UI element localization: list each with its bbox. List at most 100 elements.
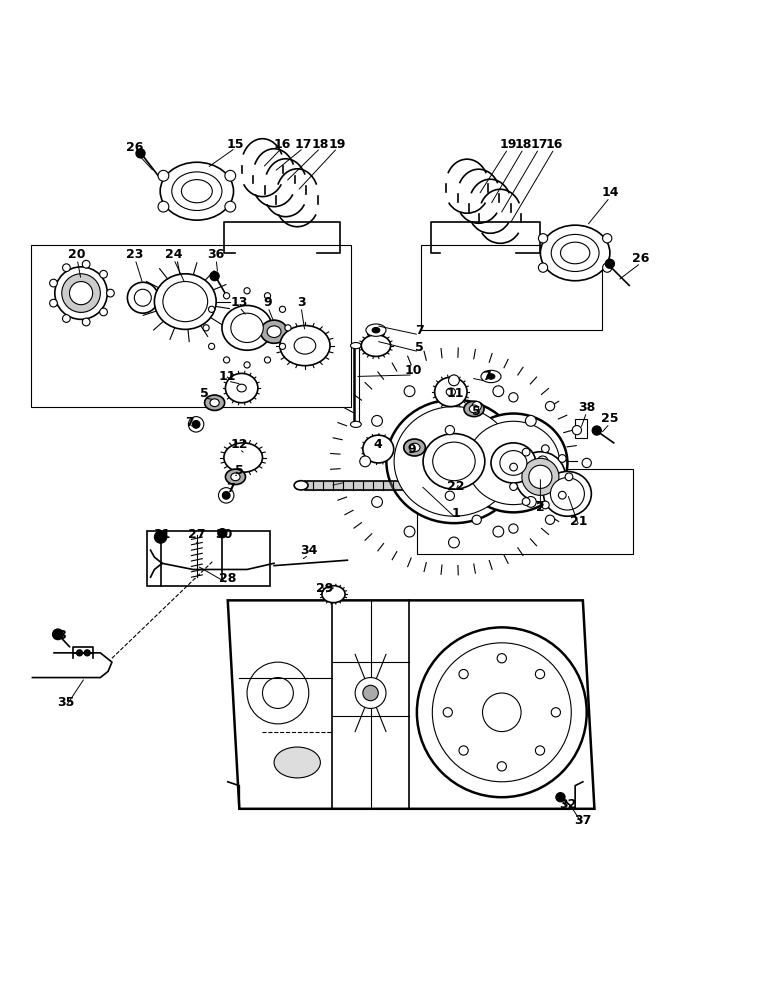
Text: 14: 14 (601, 186, 618, 199)
Circle shape (445, 426, 455, 435)
Text: 15: 15 (227, 138, 244, 151)
Ellipse shape (222, 305, 272, 350)
Circle shape (218, 488, 234, 503)
Text: 4: 4 (374, 438, 383, 451)
Ellipse shape (294, 337, 316, 354)
Text: 32: 32 (559, 798, 576, 811)
Text: 9: 9 (407, 443, 416, 456)
Text: 17: 17 (530, 138, 547, 151)
Ellipse shape (154, 274, 216, 329)
Ellipse shape (469, 405, 479, 413)
Text: 12: 12 (231, 438, 248, 451)
Circle shape (432, 643, 571, 782)
Text: 26: 26 (127, 141, 144, 154)
Polygon shape (421, 245, 602, 330)
Ellipse shape (372, 327, 380, 333)
Circle shape (285, 325, 291, 331)
Text: 7: 7 (482, 370, 491, 383)
Circle shape (405, 386, 415, 397)
Circle shape (100, 270, 107, 278)
Text: 7: 7 (225, 482, 235, 495)
Text: 1: 1 (451, 507, 460, 520)
Circle shape (371, 497, 382, 507)
Circle shape (603, 234, 612, 243)
Circle shape (572, 491, 581, 500)
Circle shape (582, 458, 591, 468)
Circle shape (417, 627, 587, 797)
Circle shape (605, 259, 615, 268)
Circle shape (158, 170, 169, 181)
Ellipse shape (361, 335, 391, 356)
Circle shape (459, 669, 469, 679)
Text: 11: 11 (219, 370, 236, 383)
Ellipse shape (260, 320, 287, 343)
Circle shape (49, 279, 57, 287)
Circle shape (192, 420, 200, 428)
Text: 37: 37 (574, 814, 591, 827)
Circle shape (541, 501, 549, 509)
Ellipse shape (467, 421, 560, 505)
Ellipse shape (279, 326, 330, 366)
Ellipse shape (231, 313, 263, 343)
Ellipse shape (487, 374, 495, 379)
Circle shape (355, 678, 386, 708)
Circle shape (538, 263, 547, 272)
Ellipse shape (134, 289, 151, 306)
Circle shape (244, 288, 250, 294)
Ellipse shape (350, 421, 361, 427)
Circle shape (603, 263, 612, 272)
Circle shape (497, 762, 506, 771)
Text: 8: 8 (57, 629, 66, 642)
Ellipse shape (464, 401, 484, 417)
Ellipse shape (409, 443, 420, 452)
Text: 11: 11 (447, 387, 464, 400)
Circle shape (526, 497, 537, 507)
Ellipse shape (529, 465, 552, 488)
Text: 38: 38 (578, 401, 595, 414)
Circle shape (83, 318, 90, 326)
Ellipse shape (540, 225, 610, 281)
Circle shape (63, 264, 70, 272)
Text: 10: 10 (405, 364, 422, 377)
Ellipse shape (69, 282, 93, 305)
Circle shape (449, 375, 459, 386)
Circle shape (264, 293, 271, 299)
Circle shape (84, 650, 90, 656)
Ellipse shape (294, 481, 308, 490)
Ellipse shape (386, 400, 521, 523)
Circle shape (493, 526, 503, 537)
Circle shape (158, 201, 169, 212)
Circle shape (572, 426, 581, 435)
Ellipse shape (171, 172, 222, 211)
Circle shape (482, 693, 521, 732)
Ellipse shape (366, 324, 386, 336)
Ellipse shape (522, 458, 559, 495)
Text: 5: 5 (235, 464, 244, 477)
Circle shape (136, 149, 145, 158)
Text: 29: 29 (316, 582, 333, 595)
Text: 5: 5 (200, 387, 209, 400)
Ellipse shape (62, 274, 100, 312)
Text: 2: 2 (536, 501, 545, 514)
Circle shape (83, 260, 90, 268)
Ellipse shape (459, 414, 567, 512)
Ellipse shape (225, 373, 258, 403)
Ellipse shape (435, 377, 467, 407)
Polygon shape (228, 600, 594, 809)
Text: 9: 9 (263, 296, 273, 309)
Circle shape (526, 415, 537, 426)
Text: 24: 24 (165, 248, 182, 261)
Circle shape (188, 417, 204, 432)
Circle shape (443, 708, 452, 717)
Text: 28: 28 (219, 572, 236, 585)
Ellipse shape (205, 395, 225, 410)
Text: 27: 27 (188, 528, 205, 541)
Circle shape (537, 456, 548, 467)
Text: 7: 7 (415, 324, 424, 337)
Circle shape (558, 455, 566, 462)
Text: 17: 17 (295, 138, 312, 151)
Circle shape (545, 401, 554, 411)
Ellipse shape (274, 747, 320, 778)
Circle shape (208, 306, 215, 312)
Circle shape (522, 498, 530, 505)
